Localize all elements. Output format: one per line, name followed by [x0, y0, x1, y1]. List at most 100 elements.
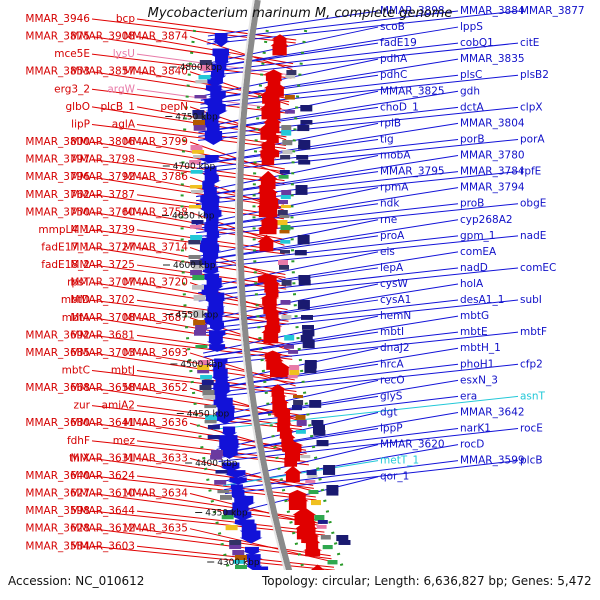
- gene-label: MMAR_3796: [25, 171, 90, 183]
- gene-label: MMAR_3875: [25, 31, 90, 43]
- gene-label: rpfE: [520, 166, 541, 178]
- gene-label: MMAR_3624: [70, 470, 135, 482]
- feature-block: [190, 185, 203, 189]
- gene-label: MMAR_3806: [70, 136, 135, 148]
- gene-label: MMAR_3825: [380, 85, 445, 97]
- gene-label: tig: [380, 133, 394, 145]
- gene-label: lppP: [380, 423, 403, 435]
- gene-label: lepA: [380, 262, 404, 274]
- gene-label: MMAR_3787: [70, 189, 135, 201]
- gene-label: mbtI: [380, 326, 404, 338]
- dark-feature-block: [296, 155, 309, 160]
- feature-block: [192, 285, 204, 290]
- feature-block: [327, 560, 338, 565]
- leader-line: [136, 18, 297, 41]
- gene-label: nadD: [460, 262, 488, 274]
- gene-label: dgt: [380, 406, 397, 418]
- feature-block: [192, 110, 205, 116]
- gene-label: asnT: [520, 390, 546, 402]
- leader-line: [91, 194, 285, 220]
- leader-line: [200, 74, 519, 109]
- gene-label: MMAR_3898: [380, 5, 445, 17]
- gene-label: subI: [520, 294, 542, 306]
- forward-gene: [264, 314, 282, 326]
- feature-block: [217, 490, 230, 494]
- gene-label: MMAR_3780: [460, 150, 525, 162]
- leader-line: [203, 42, 379, 69]
- gene-label: MMAR_3703: [70, 347, 135, 359]
- feature-block: [235, 555, 247, 561]
- leader-line: [91, 106, 287, 138]
- gene-label: erg3_2: [54, 83, 90, 95]
- dark-feature-block: [323, 465, 336, 475]
- gene-label: proB: [460, 198, 484, 210]
- reverse-gene: [201, 267, 221, 275]
- gene-label: mbtH_1: [460, 342, 501, 354]
- forward-gene: [257, 223, 279, 235]
- dark-feature-block: [298, 275, 311, 281]
- dark-feature-block: [298, 140, 311, 149]
- feature-block: [193, 295, 206, 301]
- gene-label: gpm_1: [460, 230, 496, 242]
- feature-block: [204, 420, 217, 424]
- feature-block: [211, 450, 223, 455]
- leader-line: [136, 510, 325, 533]
- feature-block: [215, 470, 228, 474]
- feature-block: [307, 475, 318, 479]
- forward-gene: [270, 38, 289, 56]
- feature-block: [285, 75, 296, 79]
- gene-label: mce5E: [54, 48, 90, 60]
- feature-block: [188, 255, 201, 260]
- gene-label: holA: [460, 278, 484, 290]
- forward-gene: [282, 453, 300, 467]
- leader-line: [207, 10, 379, 37]
- dark-feature-block: [297, 125, 310, 132]
- feature-block: [188, 240, 201, 245]
- leader-line: [189, 352, 296, 387]
- feature-block: [284, 345, 294, 349]
- feature-block: [192, 275, 205, 281]
- gene-label: MMAR_3758: [123, 206, 188, 218]
- gene-label: glyS: [380, 390, 403, 402]
- forward-gene: [259, 152, 277, 166]
- dark-feature-block: [300, 105, 313, 112]
- gene-label: pdhA: [380, 53, 408, 65]
- feature-block: [190, 145, 203, 151]
- map-title: Mycobacterium marinum M, complete genome: [148, 6, 453, 21]
- dark-feature-block: [297, 300, 310, 310]
- kbp-ticks: 4800 kbp 4750 kbp 4700 kbp 4650 kbp 4600 kbp…: [162, 63, 260, 568]
- gene-label: phoH1: [460, 358, 494, 370]
- leader-line: [196, 138, 519, 173]
- dark-feature-block: [304, 365, 317, 374]
- gene-label: MMAR_3762: [25, 189, 90, 201]
- gene-label: MMAR_3874: [123, 31, 188, 43]
- dark-feature-block: [326, 485, 339, 492]
- gene-label: rocD: [460, 439, 484, 451]
- gene-label: narK1: [460, 423, 491, 435]
- feature-block: [293, 395, 303, 399]
- leader-line: [206, 10, 519, 45]
- gene-label: aglA: [112, 118, 136, 130]
- leader-line: [196, 171, 379, 198]
- gene-label: cyp268A2: [460, 214, 513, 226]
- gene-label: MMAR_3620: [380, 439, 445, 451]
- feature-block: [191, 220, 204, 225]
- forward-gene: [269, 384, 286, 396]
- leader-line: [208, 363, 519, 398]
- feature-block: [199, 60, 212, 66]
- gene-label: MMAR_3877: [520, 5, 585, 17]
- gene-label: mbtF: [520, 326, 547, 338]
- dark-feature-block: [338, 540, 351, 545]
- reverse-gene: [212, 32, 230, 48]
- forward-gene: [283, 465, 302, 483]
- leader-line: [213, 395, 519, 430]
- gene-label: MMAR_3702: [70, 294, 135, 306]
- feature-block: [277, 210, 288, 215]
- leader-line: [91, 405, 303, 431]
- gene-label: proA: [380, 230, 405, 242]
- gene-label: plsC: [460, 69, 482, 81]
- feature-block: [295, 415, 306, 420]
- gene-label: MMAR_3668: [25, 382, 90, 394]
- reverse-gene: [224, 470, 248, 478]
- gene-label: argW: [107, 83, 135, 95]
